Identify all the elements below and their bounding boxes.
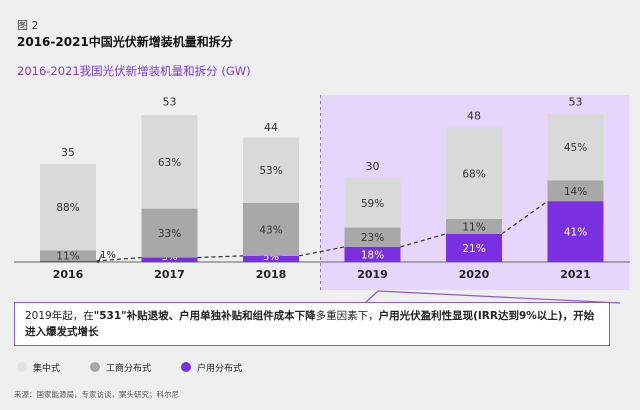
- page-title: 2016-2021中国光伏新增装机量和拆分: [17, 35, 233, 49]
- legend-item: 工商分布式: [90, 361, 151, 374]
- source-note: 来源：国家能源局，专家访谈，案头研究；科尔尼: [14, 390, 179, 399]
- callout-box: 2019年起，在"531"补贴退坡、户用单独补贴和组件成本下降多重因素下，户用光…: [14, 302, 610, 346]
- callout-pointer: [364, 290, 621, 304]
- trend-line: [197, 255, 244, 259]
- bar-segment: [141, 115, 198, 209]
- bar-segment: [40, 261, 96, 262]
- bar-segment: [547, 180, 604, 202]
- legend: 集中式 工商分布式 户用分布式: [17, 361, 242, 374]
- data-label: 5%: [263, 252, 279, 263]
- legend-swatch: [17, 362, 27, 372]
- x-tick-label: 2018: [256, 268, 287, 281]
- bar-segment: [446, 127, 502, 219]
- bar-segment: [344, 246, 401, 262]
- trend-line: [400, 233, 447, 248]
- legend-swatch: [90, 362, 101, 372]
- data-label: 41%: [564, 227, 587, 239]
- data-label: 18%: [361, 249, 384, 261]
- data-label: 11%: [462, 221, 485, 233]
- bar-segment: [344, 178, 401, 228]
- x-tick-label: 2016: [53, 268, 84, 281]
- total-label: 30: [366, 160, 380, 173]
- data-label: 11%: [56, 251, 79, 263]
- legend-label: 集中式: [33, 364, 61, 374]
- x-tick-label: 2019: [357, 268, 388, 281]
- trend-line: [501, 200, 548, 235]
- legend-label: 工商分布式: [106, 364, 152, 374]
- total-label: 48: [467, 110, 481, 123]
- x-tick-label: 2020: [459, 268, 490, 281]
- callout-text: 2019年起，在: [25, 310, 94, 322]
- bar-segment: [243, 202, 299, 256]
- bar-segment: [446, 233, 502, 262]
- x-tick-label: 2021: [560, 268, 591, 281]
- total-label: 53: [569, 96, 583, 109]
- bar-segment: [547, 201, 604, 262]
- figure-label: 图 2: [17, 19, 39, 32]
- legend-swatch: [181, 362, 192, 372]
- bar-segment: [243, 137, 299, 203]
- data-label: 21%: [462, 243, 485, 255]
- bar-segment: [40, 250, 96, 262]
- data-label: 43%: [259, 224, 282, 236]
- total-label: 35: [61, 146, 75, 159]
- data-label: 45%: [564, 142, 587, 154]
- total-label: 53: [163, 96, 177, 109]
- data-label: 59%: [361, 198, 384, 210]
- callout-text: 多重因素下，: [315, 310, 379, 322]
- bar-segment: [141, 208, 198, 258]
- trend-line: [95, 256, 142, 262]
- bar-segment: [446, 218, 502, 234]
- data-label: 14%: [564, 186, 587, 198]
- data-label: 63%: [158, 157, 181, 169]
- callout-bold: 户用光伏盈利性显现(IRR达到9%以上)，开始进入爆发式增长: [25, 310, 595, 338]
- legend-label: 户用分布式: [197, 364, 243, 374]
- bar-segment: [40, 164, 96, 251]
- legend-item: 集中式: [17, 361, 60, 374]
- legend-item: 户用分布式: [181, 361, 242, 374]
- data-label: 68%: [462, 168, 485, 180]
- data-label: 88%: [56, 202, 79, 214]
- data-label: 53%: [259, 165, 282, 177]
- data-label: 33%: [158, 228, 181, 240]
- chart-title: 2016-2021我国光伏新增装机量和拆分 (GW): [17, 64, 251, 78]
- data-label: 23%: [361, 232, 384, 244]
- label-leader: [97, 253, 103, 264]
- data-label: 1%: [100, 250, 116, 261]
- bar-segment: [547, 113, 604, 181]
- bar-segment: [344, 227, 401, 247]
- x-tick-label: 2017: [154, 268, 185, 281]
- callout-bold: "531"补贴退坡、户用单独补贴和组件成本下降: [93, 310, 316, 322]
- total-label: 44: [264, 121, 278, 134]
- trend-line: [298, 246, 345, 257]
